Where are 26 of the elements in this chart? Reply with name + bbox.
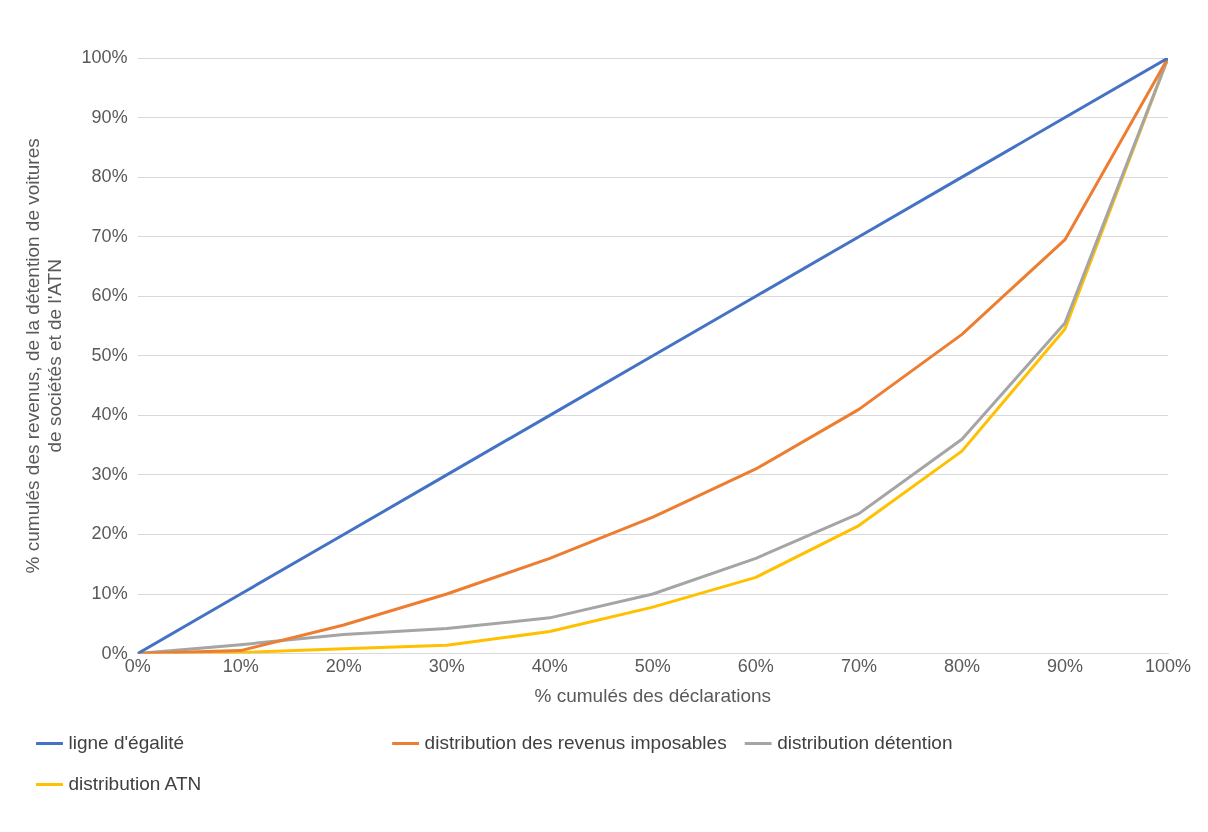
- x-tick-label: 70%: [840, 656, 877, 677]
- x-tick-label: 90%: [1046, 656, 1083, 677]
- y-tick-label: 40%: [91, 404, 128, 425]
- y-tick-label: 50%: [91, 344, 128, 365]
- x-tick-label: 50%: [634, 656, 671, 677]
- x-tick-label: 100%: [1144, 656, 1192, 677]
- y-tick-label: 60%: [91, 285, 128, 306]
- legend-label: distribution des revenus imposables: [424, 731, 727, 753]
- x-tick-label: 20%: [325, 656, 362, 677]
- legend-label: distribution détention: [777, 731, 1143, 753]
- x-axis-title: % cumulés des déclarations: [534, 684, 772, 706]
- legend-label: ligne d'égalité: [68, 731, 375, 753]
- y-tick-label: 30%: [91, 463, 128, 484]
- x-tick-label: 30%: [428, 656, 465, 677]
- y-axis-title: % cumulés des revenus, de la détention de voitures de sociétés et de l'ATN: [21, 138, 66, 574]
- x-tick-label: 40%: [531, 656, 568, 677]
- y-tick-label: 100%: [81, 46, 128, 67]
- y-tick-label: 10%: [91, 583, 128, 604]
- legend-label: distribution ATN: [68, 772, 202, 794]
- x-tick-label: 60%: [737, 656, 774, 677]
- y-tick-label: 90%: [91, 106, 128, 127]
- y-tick-label: 80%: [91, 166, 128, 187]
- x-tick-label: 10%: [222, 656, 259, 677]
- y-tick-label: 70%: [91, 225, 128, 246]
- x-tick-label: 80%: [943, 656, 980, 677]
- y-tick-label: 20%: [91, 523, 128, 544]
